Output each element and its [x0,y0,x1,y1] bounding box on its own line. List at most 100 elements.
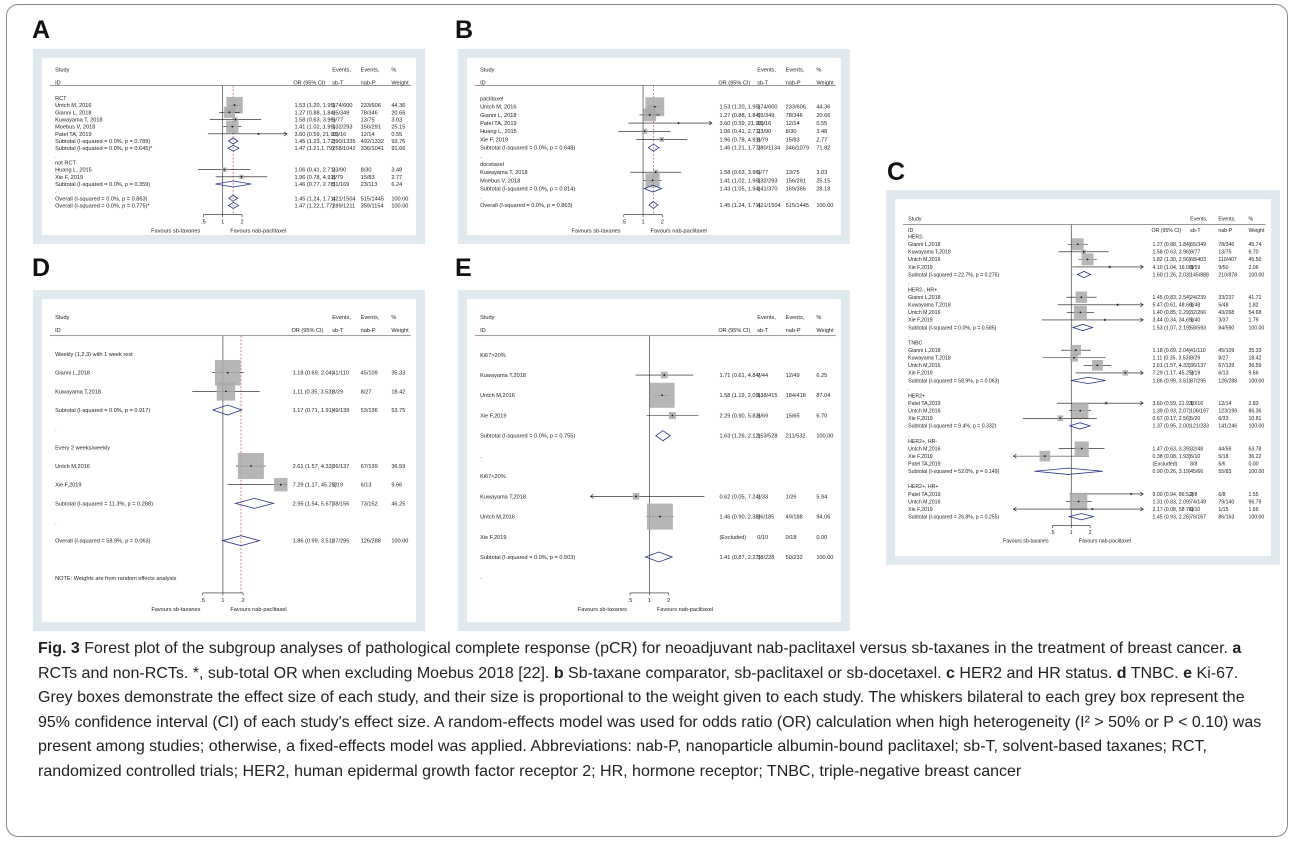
x-tick-label: 2 [667,598,670,604]
study-label: Kuwayama T,2018 [55,389,101,395]
caption-text: TNBC. [1126,664,1184,682]
ci-arrow-right [1139,302,1144,308]
subtotal-label: Subtotal (I-squared = 52.0%, p = 0.149) [908,469,999,475]
point-estimate [643,130,646,133]
events-sbt-value: 23/90 [332,168,346,174]
subtotal-label: Subtotal (I-squared = 0.0%, p = 0.814) [480,187,575,193]
study-label: Untch M, 2016 [55,103,91,109]
or-ci-value: 1.58 (0.63, 3.96) [294,117,335,123]
caption-text: Sb-taxane comparator, sb-paclitaxel or s… [563,664,947,682]
events-sbt-value: 1/48 [1190,303,1200,309]
events-sbt-value: 258/1042 [332,146,355,152]
events-sbt-value: 9/77 [332,117,343,123]
ci-arrow-left [1012,453,1017,459]
study-label: Kuwayama T,2018 [908,303,951,309]
point-estimate [1124,371,1127,374]
favours-left-label: Favours sb-taxanes [1003,538,1049,544]
header-sbt: sb-T [332,328,344,334]
study-label: Moebus V, 2018 [480,178,520,184]
group-label: HER2+, HR- [908,439,937,445]
events-nabp-value: 12/14 [786,121,800,127]
or-ci-value: 1.39 (0.93, 2.07) [1153,409,1191,415]
point-estimate [1080,296,1083,299]
header-or-ci: OR (95% CI) [1152,228,1182,234]
weight-value: 35.33 [391,371,405,377]
header-weight: Weight [391,80,409,86]
events-nabp-value: 78/346 [786,113,803,119]
header-percent: % [391,68,396,74]
weight-value: 87.04 [816,393,830,399]
weight-value: 36.22 [1248,454,1261,460]
point-estimate [1080,447,1083,450]
spacer-dot: . [480,195,482,201]
forest-svg: Study ID OR (95% CI) Events, sb-T Events, nab-… [474,315,836,613]
caption-text: Forest plot of the subgroup analyses of … [79,640,1233,657]
header-events-nabp: Events, [786,68,805,74]
ci-arrow-left [1012,506,1017,512]
events-nabp-value: 45/109 [361,371,378,377]
favours-left-label: Favours sb-taxanes [571,229,620,235]
pooled-diamond [643,184,663,193]
weight-value: 9.66 [391,483,402,489]
weight-value: 0.00 [1248,462,1258,468]
events-nabp-value: 13/75 [1218,250,1231,256]
weight-value: 2.77 [391,175,402,181]
events-sbt-value: 65/349 [757,113,774,119]
figure-caption: Fig. 3 Forest plot of the subgroup analy… [38,637,1270,785]
events-sbt-value: 138/415 [757,393,777,399]
events-nabp-value: 8/27 [1218,356,1228,362]
weight-value: 44.36 [391,103,405,109]
point-estimate [240,175,243,178]
point-estimate [257,132,260,135]
caption-panel-ref: d [1116,664,1127,682]
events-nabp-value: 45/109 [1218,348,1234,354]
group-label: HER2-, HR+ [908,287,937,293]
header-or-ci: OR (95% CI) [291,328,323,334]
weight-value: 6.25 [816,373,827,379]
or-ci-value: 1.45 (0.93, 2.26) [1153,514,1191,520]
x-tick-label: .5 [200,598,205,604]
study-label: Gianni L,2018 [908,295,940,301]
events-sbt-value: 23/90 [757,129,771,135]
events-sbt-value: 76/167 [1190,514,1206,520]
or-ci-value: 1.27 (0.88, 1.84) [294,110,335,116]
favours-right-label: Favours nab-paclitaxel [230,607,286,613]
events-sbt-value: 106/197 [1190,409,1209,415]
study-label: Patel TA,2019 [908,462,941,468]
events-sbt-value: 0/10 [757,535,768,541]
or-ci-value: 1.47 (0.63, 3.39) [1153,446,1191,452]
events-sbt-value: 8/8 [1190,462,1197,468]
point-estimate [651,179,654,182]
x-tick-label: 1 [641,220,644,226]
forest-plot-a: Study ID OR (95% CI) Events, sb-T Events, nab-… [42,58,416,235]
forest-plot-b: Study ID OR (95% CI) Events, sb-T Events, nab-… [467,58,841,235]
point-estimate [653,105,656,108]
x-tick-label: 1 [1070,530,1073,536]
point-estimate [234,118,237,121]
pooled-diamond [227,201,240,209]
pooled-diamond [215,180,252,188]
or-ci-value: 1.45 (1.24, 1.71) [294,196,335,202]
events-nabp-value: 169/366 [786,187,806,193]
point-estimate [231,125,234,128]
panel-letter-b: B [455,16,474,44]
point-estimate [1077,500,1080,503]
spacer-dot: . [908,333,909,339]
or-ci-value: 1.43 (1.05, 1.94) [719,187,760,193]
events-nabp-value: 50/232 [786,555,803,561]
weight-value: 2.83 [1248,401,1258,407]
or-ci-value: 1.18 (0.69, 2.04) [1153,348,1191,354]
events-nabp-value: 233/606 [786,105,806,111]
weight-value: 3.48 [391,168,402,174]
pooled-diamond [1071,323,1094,332]
study-label: Untch M,2016 [908,499,940,505]
events-sbt-value: 421/1504 [757,203,780,209]
point-estimate [1108,266,1111,268]
events-nabp-value: 8/27 [361,389,372,395]
study-label: Xie F, 2019 [55,175,83,181]
header-events-sbt: Events, [332,68,351,74]
spacer-dot: . [55,153,57,159]
events-sbt-value: 10/16 [1190,401,1203,407]
or-ci-value: 1.46 (0.90, 2.38) [719,515,760,521]
events-sbt-value: 0/10 [1190,507,1200,513]
